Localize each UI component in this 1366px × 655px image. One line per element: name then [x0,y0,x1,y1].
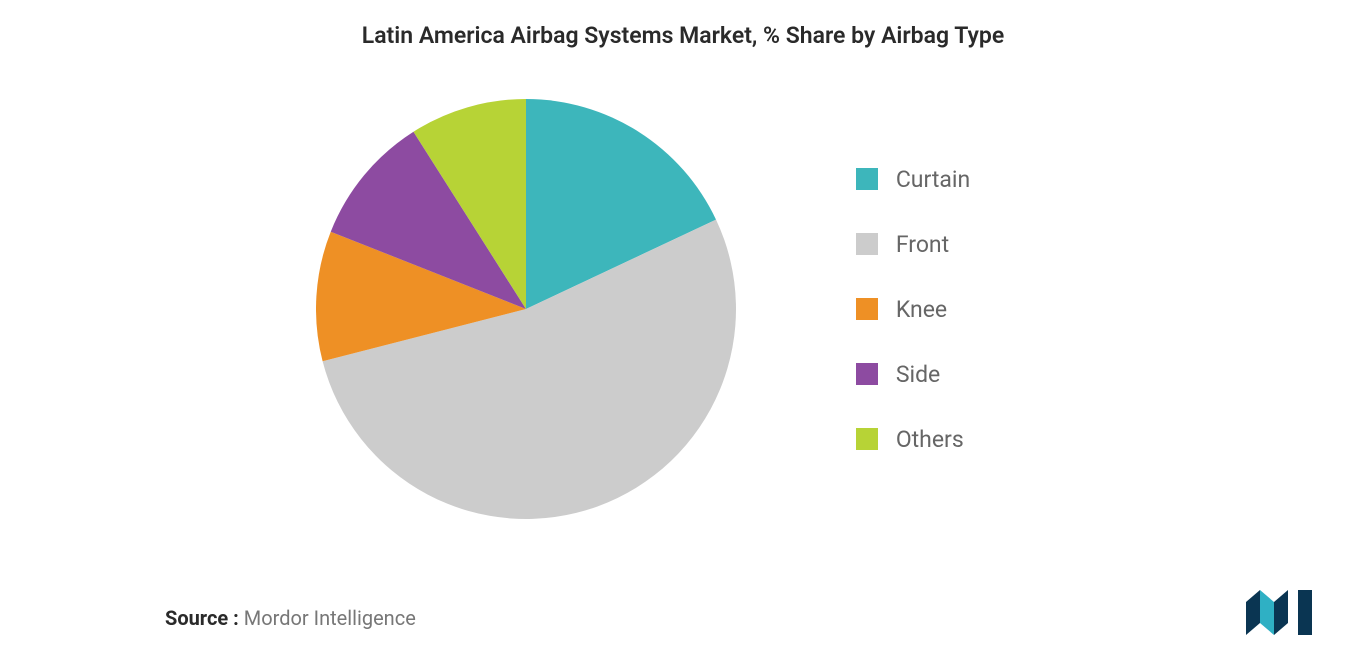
legend-label: Others [896,426,964,453]
legend-item-curtain: Curtain [856,166,970,193]
legend-label: Front [896,231,949,258]
legend-label: Side [896,361,940,388]
legend-swatch [856,168,878,190]
legend: Curtain Front Knee Side Others [856,166,970,453]
legend-item-side: Side [856,361,970,388]
chart-title: Latin America Airbag Systems Market, % S… [0,0,1366,59]
legend-swatch [856,298,878,320]
legend-item-front: Front [856,231,970,258]
brand-logo-icon [1246,590,1316,635]
source-label: Source : [165,606,239,630]
source-footer: Source : Mordor Intelligence [165,606,416,630]
chart-container: Curtain Front Knee Side Others [0,59,1366,559]
legend-swatch [856,233,878,255]
source-name: Mordor Intelligence [239,606,416,630]
pie-chart [316,99,736,519]
legend-item-knee: Knee [856,296,970,323]
legend-label: Knee [896,296,947,323]
legend-label: Curtain [896,166,970,193]
legend-item-others: Others [856,426,970,453]
legend-swatch [856,428,878,450]
legend-swatch [856,363,878,385]
